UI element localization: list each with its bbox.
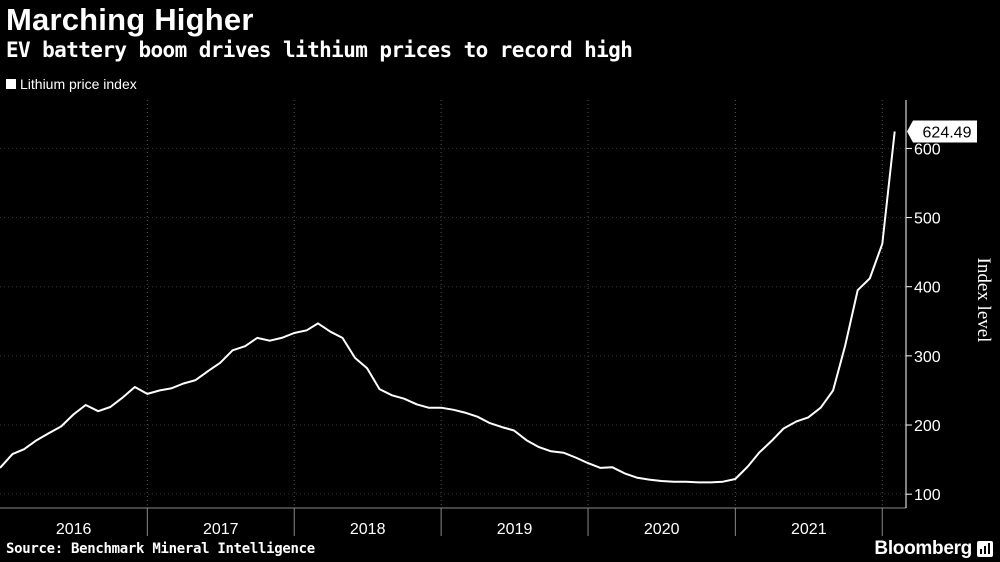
y-tick-label: 200 bbox=[914, 418, 941, 435]
y-axis-label: Index level bbox=[973, 258, 994, 343]
y-tick-label: 300 bbox=[914, 349, 941, 366]
last-value-box bbox=[907, 120, 977, 143]
legend-label: Lithium price index bbox=[20, 76, 137, 92]
x-tick-label: 2016 bbox=[56, 521, 92, 538]
legend: Lithium price index bbox=[6, 76, 137, 92]
y-tick-label: 400 bbox=[914, 280, 941, 297]
last-value-label: 624.49 bbox=[923, 124, 972, 141]
series-line-lithium-price-index bbox=[0, 131, 896, 484]
chart-title: Marching Higher bbox=[6, 2, 254, 37]
legend-swatch bbox=[6, 79, 16, 89]
brand-logo: Bloomberg bbox=[874, 538, 972, 559]
last-value-callout: 624.49 bbox=[907, 120, 977, 143]
x-tick-label: 2021 bbox=[791, 521, 827, 538]
x-tick-label: 2018 bbox=[350, 521, 386, 538]
y-tick-label: 500 bbox=[914, 211, 941, 228]
x-tick-label: 2017 bbox=[203, 521, 239, 538]
y-tick-label: 100 bbox=[914, 487, 941, 504]
x-tick-label: 2020 bbox=[644, 521, 680, 538]
chart-subtitle: EV battery boom drives lithium prices to… bbox=[6, 38, 633, 62]
chart-icon bbox=[977, 541, 993, 557]
x-tick-label: 2019 bbox=[497, 521, 533, 538]
source-note: Source: Benchmark Mineral Intelligence bbox=[6, 541, 315, 557]
y-tick-label: 600 bbox=[914, 141, 941, 158]
